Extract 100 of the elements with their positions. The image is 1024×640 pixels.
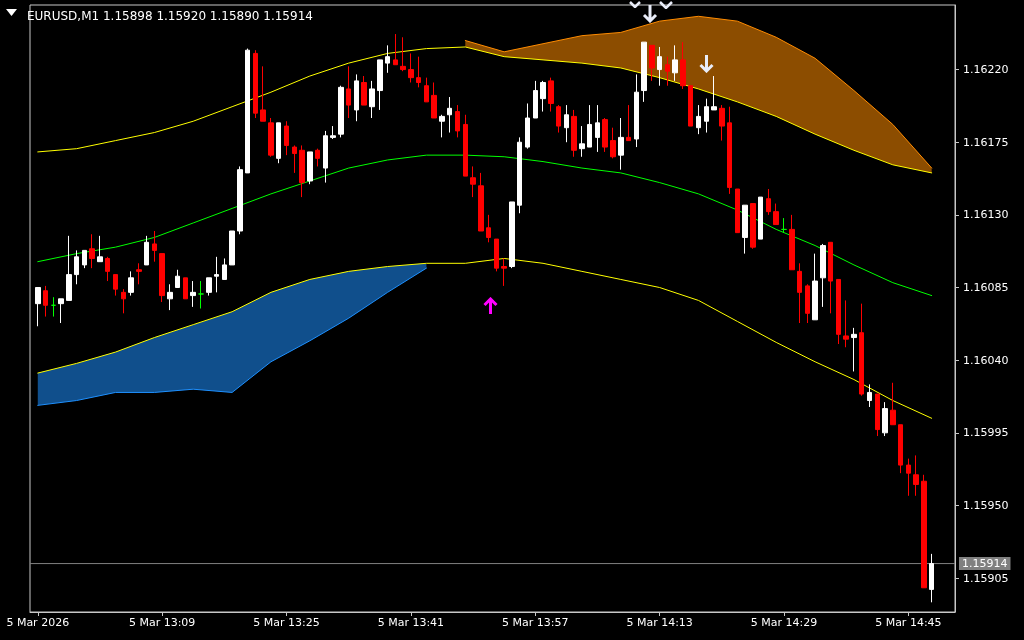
candlestick <box>766 188 771 216</box>
x-tick-label: 5 Mar 13:57 <box>502 616 569 629</box>
candlestick <box>618 117 624 171</box>
candlestick <box>540 80 546 113</box>
candlestick <box>867 383 872 408</box>
candlestick <box>198 280 204 309</box>
x-tick-label: 5 Mar 2026 <box>6 616 70 629</box>
candlestick <box>447 96 452 134</box>
chart-title: EURUSD,M1 1.15898 1.15920 1.15890 1.15914 <box>27 9 313 23</box>
candlestick <box>292 144 297 174</box>
candlestick <box>315 148 320 167</box>
x-tick-label: 5 Mar 13:41 <box>377 616 445 629</box>
candlestick <box>750 203 756 250</box>
candlestick <box>587 104 592 148</box>
candlestick <box>121 288 126 314</box>
candlestick <box>696 104 701 135</box>
candlestick <box>921 474 927 589</box>
candlestick <box>393 33 398 66</box>
candlestick <box>882 401 888 437</box>
y-tick-label: 1.15950 <box>963 498 1009 512</box>
y-tick-label: 1.15995 <box>963 426 1009 440</box>
candlestick <box>330 125 336 140</box>
candlestick <box>657 46 662 87</box>
candlestick <box>470 165 476 198</box>
candlestick <box>152 230 157 263</box>
x-tick-label: 5 Mar 13:09 <box>128 616 196 629</box>
candlestick <box>43 285 48 318</box>
candlestick <box>463 114 468 177</box>
candlestick <box>424 77 429 103</box>
y-tick-label: 1.16220 <box>963 63 1009 77</box>
candlestick <box>913 454 919 497</box>
candlestick <box>431 81 437 119</box>
candlestick <box>338 85 344 138</box>
candlestick <box>276 122 281 164</box>
x-tick-label: 5 Mar 13:25 <box>253 616 320 629</box>
candlestick <box>89 233 95 269</box>
candlestick <box>711 75 717 111</box>
candlestick <box>369 80 375 119</box>
candlestick <box>354 73 359 122</box>
candlestick <box>361 75 367 106</box>
candlestick <box>719 104 725 142</box>
candlestick <box>136 262 142 285</box>
candlestick <box>672 44 678 82</box>
candlestick <box>649 44 655 82</box>
candlestick <box>579 125 585 158</box>
candlestick <box>812 253 818 321</box>
candlestick <box>159 253 165 303</box>
line-series <box>37 46 933 174</box>
candlestick <box>626 104 631 142</box>
candlestick <box>704 98 709 134</box>
ref-line-label: 1.15914 <box>962 557 1008 571</box>
candlestick <box>820 243 826 308</box>
candlestick <box>175 269 180 289</box>
candlestick <box>758 196 763 240</box>
candlestick <box>346 65 351 119</box>
candlestick <box>859 303 864 397</box>
candlestick <box>509 201 515 269</box>
candlestick <box>66 235 72 301</box>
candlestick <box>190 280 196 308</box>
candlestick <box>284 120 289 156</box>
candlestick <box>229 230 235 266</box>
line-series <box>37 257 933 419</box>
y-tick-label: 1.15905 <box>963 571 1009 585</box>
candlestick <box>789 214 795 271</box>
candlestick <box>97 235 103 263</box>
x-tick-label: 5 Mar 14:29 <box>750 616 818 629</box>
candlestick <box>58 298 64 324</box>
candlestick <box>105 256 110 282</box>
candlestick <box>167 283 173 311</box>
candlestick <box>688 85 693 127</box>
candlestick <box>222 257 227 280</box>
candlestick <box>634 73 639 148</box>
candlestick <box>268 117 274 158</box>
candlestick <box>408 52 414 83</box>
candlestick <box>299 144 305 198</box>
y-tick-label: 1.16175 <box>963 135 1009 149</box>
candlestick <box>533 80 538 119</box>
candlestick <box>144 235 149 266</box>
line-series <box>37 154 933 297</box>
candlestick <box>183 277 188 300</box>
candlestick <box>564 104 569 143</box>
candlestick <box>735 188 740 234</box>
y-tick-label: 1.16130 <box>963 208 1009 222</box>
candlestick <box>323 130 328 184</box>
candlestick <box>260 65 266 122</box>
candlestick <box>898 424 903 474</box>
candlestick <box>665 56 670 87</box>
candlestick <box>517 136 522 214</box>
candlestick <box>253 49 258 119</box>
candlestick <box>35 287 41 327</box>
candlestick <box>525 102 530 150</box>
candlestick <box>214 256 219 293</box>
candlestick <box>113 274 118 297</box>
candlestick <box>602 117 608 153</box>
candlestick <box>548 77 554 113</box>
x-tick-label: 5 Mar 14:13 <box>626 616 693 629</box>
candlestick <box>245 48 250 174</box>
candlestick <box>851 327 857 372</box>
candlestick <box>929 553 934 603</box>
candlestick <box>797 262 802 324</box>
